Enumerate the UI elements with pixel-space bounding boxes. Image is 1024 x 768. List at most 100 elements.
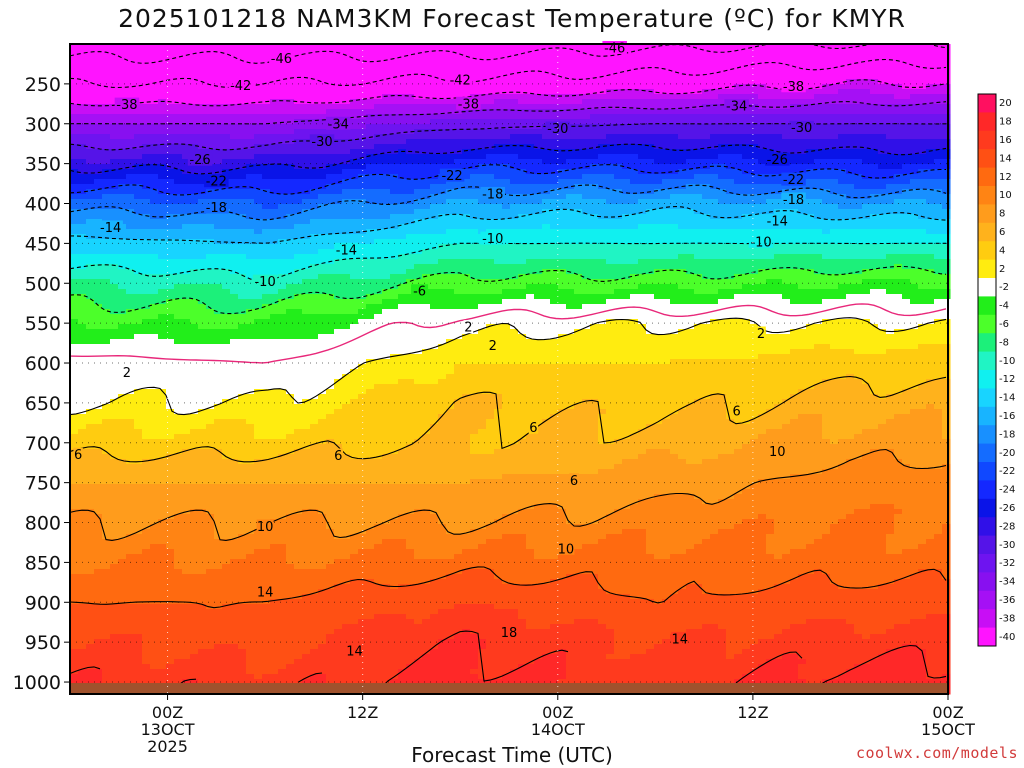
- temperature-cell: [142, 174, 151, 180]
- temperature-cell: [70, 359, 79, 365]
- temperature-cell: [94, 359, 103, 365]
- temperature-cell: [102, 664, 111, 670]
- temperature-cell: [142, 629, 151, 635]
- temperature-cell: [134, 359, 143, 365]
- temperature-cell: [182, 134, 191, 140]
- temperature-cell: [134, 289, 143, 295]
- temperature-cell: [198, 294, 207, 300]
- temperature-cell: [78, 474, 87, 480]
- temperature-cell: [182, 499, 191, 505]
- temperature-cell: [182, 549, 191, 555]
- temperature-cell: [174, 314, 183, 320]
- temperature-cell: [238, 674, 247, 680]
- temperature-cell: [238, 569, 247, 575]
- temperature-cell: [86, 589, 95, 595]
- temperature-cell: [198, 489, 207, 495]
- temperature-cell: [70, 314, 79, 320]
- temperature-cell: [182, 674, 191, 680]
- temperature-cell: [182, 419, 191, 425]
- temperature-cell: [230, 554, 239, 560]
- temperature-cell: [254, 69, 263, 75]
- temperature-cell: [110, 384, 119, 390]
- temperature-cell: [86, 69, 95, 75]
- temperature-cell: [118, 274, 127, 280]
- temperature-cell: [86, 349, 95, 355]
- temperature-cell: [246, 104, 255, 110]
- temperature-cell: [206, 249, 215, 255]
- temperature-cell: [238, 224, 247, 230]
- temperature-cell: [182, 574, 191, 580]
- temperature-cell: [94, 384, 103, 390]
- temperature-cell: [102, 484, 111, 490]
- temperature-cell: [198, 664, 207, 670]
- temperature-cell: [254, 259, 263, 265]
- temperature-cell: [214, 269, 223, 275]
- temperature-cell: [254, 64, 263, 70]
- temperature-cell: [206, 384, 215, 390]
- temperature-cell: [198, 559, 207, 565]
- temperature-cell: [118, 559, 127, 565]
- temperature-cell: [94, 574, 103, 580]
- temperature-cell: [238, 404, 247, 410]
- temperature-cell: [190, 644, 199, 650]
- temperature-cell: [254, 329, 263, 335]
- temperature-cell: [222, 549, 231, 555]
- temperature-cell: [206, 194, 215, 200]
- temperature-cell: [70, 659, 79, 665]
- temperature-cell: [86, 609, 95, 615]
- temperature-cell: [94, 559, 103, 565]
- temperature-cell: [70, 229, 79, 235]
- temperature-cell: [86, 84, 95, 90]
- temperature-cell: [238, 294, 247, 300]
- temperature-cell: [126, 669, 135, 675]
- temperature-cell: [182, 629, 191, 635]
- temperature-cell: [190, 69, 199, 75]
- temperature-cell: [238, 204, 247, 210]
- temperature-cell: [110, 434, 119, 440]
- temperature-cell: [110, 334, 119, 340]
- temperature-cell: [174, 289, 183, 295]
- temperature-cell: [190, 634, 199, 640]
- temperature-cell: [238, 669, 247, 675]
- temperature-cell: [78, 319, 87, 325]
- temperature-cell: [190, 484, 199, 490]
- temperature-cell: [254, 469, 263, 475]
- temperature-cell: [230, 124, 239, 130]
- temperature-cell: [238, 269, 247, 275]
- temperature-cell: [102, 64, 111, 70]
- temperature-cell: [158, 344, 167, 350]
- temperature-cell: [142, 569, 151, 575]
- temperature-cell: [126, 414, 135, 420]
- temperature-cell: [158, 504, 167, 510]
- temperature-cell: [214, 594, 223, 600]
- temperature-cell: [190, 659, 199, 665]
- temperature-cell: [70, 644, 79, 650]
- temperature-cell: [150, 444, 159, 450]
- temperature-cell: [174, 519, 183, 525]
- temperature-cell: [118, 434, 127, 440]
- temperature-cell: [134, 204, 143, 210]
- temperature-cell: [198, 454, 207, 460]
- temperature-cell: [118, 349, 127, 355]
- temperature-cell: [198, 69, 207, 75]
- temperature-cell: [142, 69, 151, 75]
- temperature-cell: [158, 564, 167, 570]
- temperature-cell: [110, 164, 119, 170]
- temperature-cell: [150, 569, 159, 575]
- temperature-cell: [254, 344, 263, 350]
- temperature-cell: [150, 489, 159, 495]
- temperature-cell: [182, 279, 191, 285]
- temperature-cell: [222, 584, 231, 590]
- temperature-cell: [142, 304, 151, 310]
- temperature-cell: [222, 484, 231, 490]
- temperature-cell: [254, 124, 263, 130]
- temperature-cell: [174, 324, 183, 330]
- temperature-cell: [190, 654, 199, 660]
- temperature-cell: [174, 309, 183, 315]
- temperature-cell: [94, 469, 103, 475]
- temperature-cell: [70, 149, 79, 155]
- temperature-cell: [142, 579, 151, 585]
- temperature-cell: [134, 524, 143, 530]
- temperature-cell: [118, 579, 127, 585]
- temperature-cell: [222, 194, 231, 200]
